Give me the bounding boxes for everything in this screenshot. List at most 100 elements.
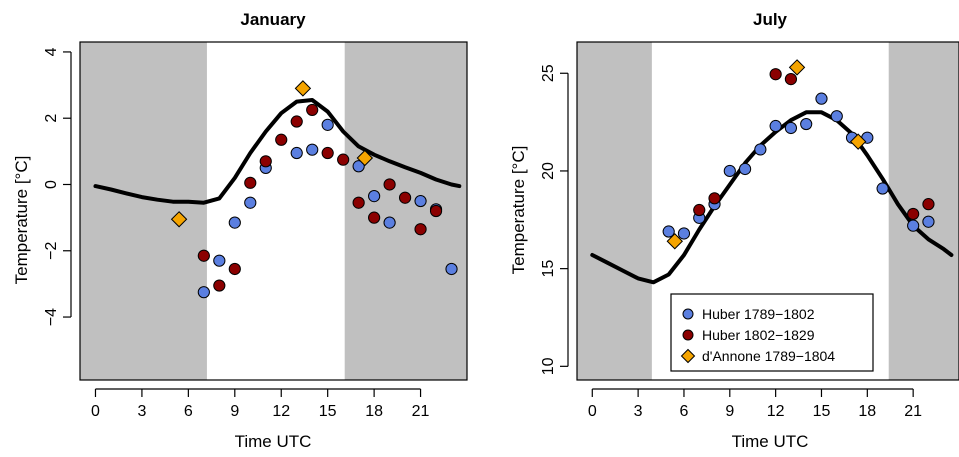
july-huber-1802-point — [693, 203, 706, 217]
july-huber-1789-point — [738, 162, 752, 176]
july-dannone-point — [849, 133, 867, 150]
january-huber-1802-point — [306, 103, 319, 117]
january-huber-1789-point — [197, 286, 210, 299]
january-huber-1802-point — [275, 133, 288, 146]
january-mean-curve — [93, 98, 462, 205]
july-x-axis-label: Time UTC — [732, 432, 809, 451]
january-huber-1789-point — [368, 189, 381, 203]
january-x-tick-label: 18 — [365, 403, 383, 420]
january-dannone-point — [170, 211, 188, 228]
july-y-tick-label: 20 — [540, 162, 557, 180]
july-huber-1789-point — [815, 92, 828, 105]
july-huber-1802-point — [907, 207, 920, 221]
january-x-axis-label: Time UTC — [235, 432, 312, 451]
july-huber-1789-point — [907, 219, 920, 232]
july-y-axis-label: Temperature [°C] — [509, 146, 528, 275]
january-huber-1789-point — [290, 146, 303, 160]
january-y-tick-label: −4 — [43, 308, 60, 326]
january-huber-1802-point — [414, 223, 427, 236]
january-night-shading-1 — [344, 42, 467, 380]
january-huber-1802-point — [383, 178, 396, 191]
july-huber-1789-point — [769, 119, 782, 133]
january-huber-1802-point — [244, 176, 257, 189]
january-x-tick-label: 9 — [230, 403, 239, 420]
january-huber-1802-point — [429, 204, 443, 218]
january-huber-1802-point — [228, 262, 241, 276]
july-plot-area — [577, 42, 959, 380]
july-y-tick-label: 10 — [540, 357, 557, 375]
legend-marker-huber-1789 — [682, 308, 694, 320]
legend-label: d'Annone 1789−1804 — [702, 348, 835, 364]
legend-box — [670, 293, 874, 372]
january-huber-1802-point — [337, 153, 350, 166]
july-panel: July Time UTC Temperature [°C] 0 3 6 9 12 15 1… — [509, 10, 959, 451]
july-x-tick-label: 21 — [904, 403, 922, 420]
january-huber-1789-point — [244, 196, 257, 209]
july-night-shading-0 — [577, 42, 652, 380]
january-y-tick-label: 2 — [43, 114, 60, 123]
july-huber-1789-point — [800, 117, 813, 131]
july-plot-frame — [576, 41, 959, 381]
july-huber-1802-point — [769, 68, 782, 81]
january-huber-1789-point — [306, 143, 319, 156]
january-y-tick-label: 4 — [43, 47, 60, 56]
july-huber-1802-point — [922, 198, 935, 211]
january-huber-1802-point — [290, 115, 303, 128]
january-huber-1789-point — [383, 216, 396, 229]
july-huber-1789-point — [830, 110, 843, 123]
july-huber-1802-point — [708, 192, 721, 205]
july-x-tick-label: 18 — [858, 403, 876, 420]
january-x-tick-label: 6 — [184, 403, 193, 420]
january-x-tick-label: 12 — [272, 403, 290, 420]
july-x-tick-label: 3 — [634, 403, 643, 420]
january-huber-1802-point — [259, 155, 272, 168]
january-huber-1789-point — [228, 216, 241, 229]
july-x-tick-label: 0 — [588, 403, 597, 420]
january-x-tick-label: 0 — [91, 403, 100, 420]
january-huber-1802-point — [321, 146, 334, 160]
january-panel: January Time UTC Temperature [°C] 0 3 6 9 12… — [12, 10, 468, 451]
july-huber-1789-point — [876, 182, 889, 195]
july-x-tick-label: 9 — [725, 403, 734, 420]
july-title: July — [753, 10, 788, 29]
january-huber-1789-point — [352, 160, 365, 173]
legend-label: Huber 1789−1802 — [702, 306, 815, 322]
january-title: January — [240, 10, 306, 29]
july-huber-1789-point — [662, 225, 675, 238]
july-dannone-point — [788, 59, 806, 76]
july-huber-1789-point — [723, 164, 736, 178]
july-x-tick-label: 12 — [767, 403, 785, 420]
legend-label: Huber 1802−1829 — [702, 327, 815, 343]
january-x-tick-label: 21 — [412, 403, 430, 420]
july-huber-1802-point — [784, 73, 798, 86]
january-dannone-point — [294, 80, 312, 97]
january-huber-1789-point — [445, 262, 458, 276]
july-huber-1789-point — [677, 227, 691, 240]
january-huber-1789-point — [213, 254, 226, 267]
january-y-tick-label: 0 — [43, 180, 60, 189]
january-huber-1802-point — [197, 249, 210, 262]
july-huber-1789-point — [784, 121, 798, 135]
july-huber-1789-point — [922, 215, 935, 228]
july-dannone-point — [666, 233, 683, 250]
january-plot-area — [80, 42, 467, 380]
january-x-tick-label: 15 — [319, 403, 337, 420]
legend-marker-huber-1802 — [682, 329, 694, 341]
january-dannone-point — [356, 149, 374, 167]
january-huber-1789-point — [414, 194, 427, 208]
january-plot-frame — [79, 41, 468, 381]
january-x-tick-label: 3 — [137, 403, 146, 420]
july-x-tick-label: 15 — [813, 403, 831, 420]
january-night-shading-0 — [80, 42, 207, 380]
legend-marker-dannone — [680, 348, 696, 364]
january-huber-1802-point — [398, 191, 412, 204]
january-huber-1802-point — [352, 196, 365, 209]
july-y-tick-label: 25 — [540, 64, 557, 82]
july-legend: Huber 1789−1802 Huber 1802−1829 d'Annone 1… — [670, 293, 874, 372]
january-y-tick-label: −2 — [43, 242, 60, 260]
july-x-tick-label: 6 — [680, 403, 689, 420]
january-huber-1802-point — [368, 211, 381, 224]
july-huber-1789-point — [754, 143, 767, 156]
july-night-shading-1 — [888, 42, 959, 380]
